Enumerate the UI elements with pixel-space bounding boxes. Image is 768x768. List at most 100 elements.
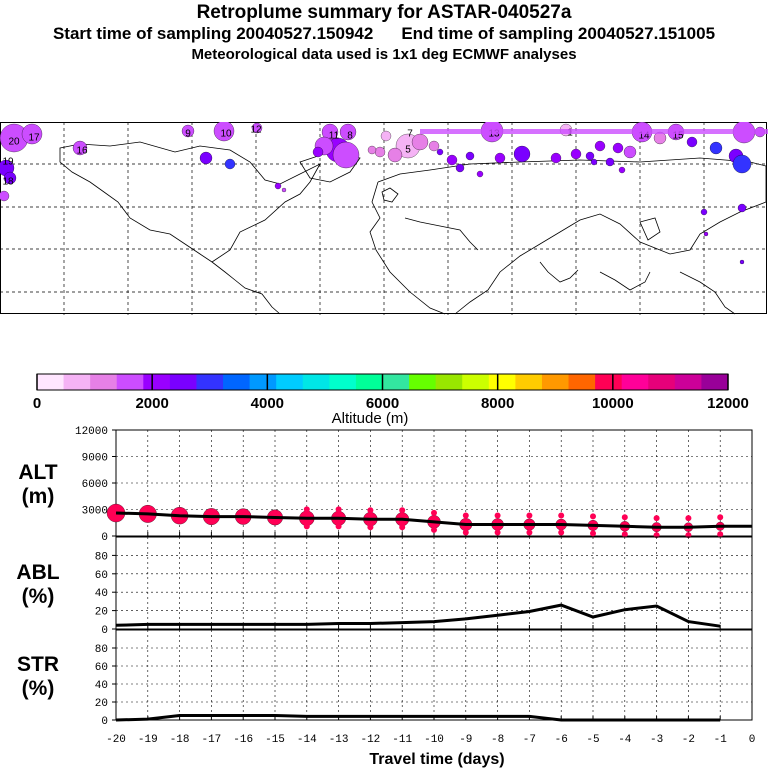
plume-point-49 bbox=[476, 170, 484, 178]
alt-marker-lo-15 bbox=[590, 530, 596, 537]
day-label-1: 17 bbox=[28, 133, 40, 144]
colorbar-cell-2 bbox=[90, 374, 118, 390]
alt-marker-lo-16 bbox=[621, 531, 628, 538]
x-tick-label-12: -8 bbox=[491, 734, 504, 746]
plume-point-14 bbox=[332, 141, 360, 169]
alt-marker-lo-19 bbox=[717, 531, 724, 538]
colorbar-cell-8 bbox=[249, 374, 277, 390]
plume-point-42 bbox=[732, 154, 752, 174]
colorbar-cell-19 bbox=[541, 374, 570, 390]
altitude-colorbar: 0 2000 4000 6000 8000 10000 12000 Altitude (m) bbox=[33, 373, 749, 427]
x-tick-label-0: -20 bbox=[106, 734, 126, 746]
colorbar-tick-label-2: 4000 bbox=[251, 395, 284, 412]
plume-point-12 bbox=[339, 123, 357, 141]
day-label-15: 15 bbox=[672, 131, 684, 142]
panel-str: 80 60 40 20 0 STR(%) bbox=[17, 629, 753, 728]
colorbar-cell-17 bbox=[488, 374, 516, 390]
day-label-6: 10 bbox=[220, 129, 232, 140]
colorbar-tick-label-3: 6000 bbox=[366, 395, 399, 412]
alt-marker-hi-13 bbox=[526, 512, 533, 519]
alt-marker-hi-16 bbox=[621, 514, 628, 521]
colorbar-tick-label-4: 8000 bbox=[481, 395, 514, 412]
plume-point-6 bbox=[181, 124, 195, 138]
plume-point-50 bbox=[590, 158, 598, 166]
alt-marker-hi-18 bbox=[685, 515, 692, 522]
day-label-8: 8 bbox=[347, 131, 353, 142]
day-label-9: 12 bbox=[250, 125, 262, 136]
panel-unit-1: (%) bbox=[22, 585, 55, 608]
colorbar-label: Altitude (m) bbox=[332, 410, 409, 427]
plume-point-8 bbox=[251, 122, 263, 134]
y-tick-label-1-4: 0 bbox=[101, 625, 108, 637]
colorbar-tick-label-6: 12000 bbox=[707, 395, 749, 412]
end-time: End time of sampling 20040527.151005 bbox=[401, 24, 716, 43]
colorbar-cell-10 bbox=[302, 374, 330, 390]
plume-point-16 bbox=[312, 146, 324, 158]
alt-marker-lo-11 bbox=[462, 529, 469, 536]
colorbar-cell-18 bbox=[515, 374, 543, 390]
alt-marker-lo-10 bbox=[431, 526, 437, 533]
x-tick-label-6: -14 bbox=[297, 734, 317, 746]
colorbar-cell-15 bbox=[435, 374, 463, 390]
x-tick-label-17: -3 bbox=[650, 734, 663, 746]
x-tick-label-9: -11 bbox=[392, 734, 412, 746]
alt-marker-lo-8 bbox=[367, 524, 374, 531]
x-tick-label-19: -1 bbox=[714, 734, 728, 746]
plume-point-55 bbox=[703, 231, 709, 237]
alt-marker-hi-7 bbox=[335, 506, 342, 513]
plume-point-29 bbox=[550, 152, 562, 164]
colorbar-cell-9 bbox=[276, 374, 304, 390]
colorbar-cell-7 bbox=[223, 374, 251, 390]
plume-point-5 bbox=[72, 140, 88, 156]
alt-marker-lo-6 bbox=[303, 523, 310, 530]
day-label-4: 16 bbox=[76, 146, 88, 157]
alt-marker-hi-8 bbox=[367, 507, 374, 514]
y-tick-label-2-4: 0 bbox=[101, 716, 108, 728]
plume-centroids: 201719181691011812713151415 bbox=[0, 122, 768, 265]
alt-marker-hi-12 bbox=[494, 512, 501, 519]
plume-point-35 bbox=[623, 145, 637, 159]
alt-marker-lo-12 bbox=[494, 529, 501, 536]
x-tick-label-8: -12 bbox=[360, 734, 380, 746]
day-label-14: 14 bbox=[638, 131, 650, 142]
plume-point-52 bbox=[618, 166, 626, 174]
colorbar-cell-12 bbox=[355, 374, 383, 390]
series-line-alt bbox=[115, 511, 752, 529]
x-tick-label-3: -17 bbox=[201, 734, 221, 746]
retroplume-map: 201719181691011812713151415 bbox=[0, 122, 768, 315]
y-tick-label-1-3: 20 bbox=[95, 607, 108, 619]
alt-marker-lo-7 bbox=[335, 523, 342, 530]
x-tick-label-4: -16 bbox=[233, 734, 253, 746]
panel-alt: 12000 9000 6000 3000 0 ALT(m) bbox=[18, 426, 753, 544]
x-axis-label: Travel time (days) bbox=[369, 751, 504, 768]
colorbar-cell-4 bbox=[143, 374, 171, 390]
panel-unit-2: (%) bbox=[22, 677, 55, 700]
alt-marker-hi-15 bbox=[590, 513, 596, 520]
colorbar-cell-16 bbox=[462, 374, 490, 390]
alt-marker-hi-6 bbox=[303, 506, 310, 513]
day-label-13: 5 bbox=[405, 145, 411, 156]
panel-unit-0: (m) bbox=[22, 485, 55, 508]
y-tick-label-2-2: 40 bbox=[95, 680, 108, 692]
y-tick-label-0-0: 12000 bbox=[75, 426, 108, 438]
colorbar-cell-14 bbox=[409, 374, 437, 390]
colorbar-cell-3 bbox=[116, 374, 144, 390]
plume-point-40 bbox=[709, 141, 723, 155]
x-tick-label-13: -7 bbox=[523, 734, 536, 746]
colorbar-ticks: 0 2000 4000 6000 8000 10000 12000 bbox=[33, 374, 749, 412]
plume-point-25 bbox=[465, 151, 475, 161]
colorbar-cell-1 bbox=[63, 374, 91, 390]
plume-point-45 bbox=[274, 182, 282, 190]
alt-marker-lo-14 bbox=[558, 529, 565, 536]
day-label-5: 9 bbox=[185, 129, 191, 140]
x-tick-label-18: -2 bbox=[682, 734, 695, 746]
plume-point-4 bbox=[0, 190, 10, 202]
plume-point-3 bbox=[3, 171, 17, 185]
alt-marker-hi-10 bbox=[431, 509, 437, 516]
day-label-3: 18 bbox=[2, 177, 14, 188]
y-tick-label-0-2: 6000 bbox=[82, 479, 108, 491]
panel-label-2: STR bbox=[17, 653, 59, 676]
colorbar-cell-24 bbox=[674, 374, 702, 390]
y-tick-label-0-3: 3000 bbox=[82, 506, 108, 518]
colorbar-tick-label-5: 10000 bbox=[592, 395, 634, 412]
